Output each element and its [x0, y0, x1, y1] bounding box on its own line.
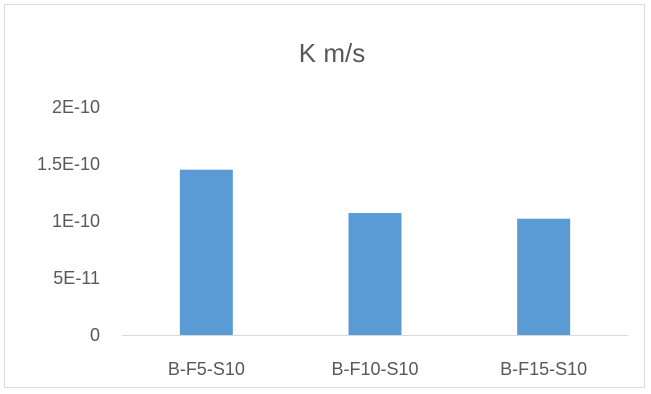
x-tick-label: B-F5-S10: [168, 359, 245, 379]
y-tick-label: 2E-10: [52, 97, 100, 117]
y-axis-ticks: 0 5E-11 1E-10 1.5E-10 2E-10: [37, 97, 100, 345]
bar-B-F15-S10: [517, 218, 571, 335]
y-tick-label: 1E-10: [52, 211, 100, 231]
y-tick-label: 0: [90, 325, 100, 345]
bar-B-F5-S10: [179, 169, 233, 335]
y-tick-label: 1.5E-10: [37, 154, 100, 174]
x-tick-label: B-F10-S10: [331, 359, 418, 379]
chart-title: K m/s: [299, 38, 365, 68]
y-tick-label: 5E-11: [53, 268, 100, 288]
x-axis-ticks: B-F5-S10 B-F10-S10 B-F15-S10: [168, 359, 587, 379]
bars-group: [179, 169, 571, 335]
x-tick-label: B-F15-S10: [500, 359, 587, 379]
bar-B-F10-S10: [348, 213, 402, 335]
